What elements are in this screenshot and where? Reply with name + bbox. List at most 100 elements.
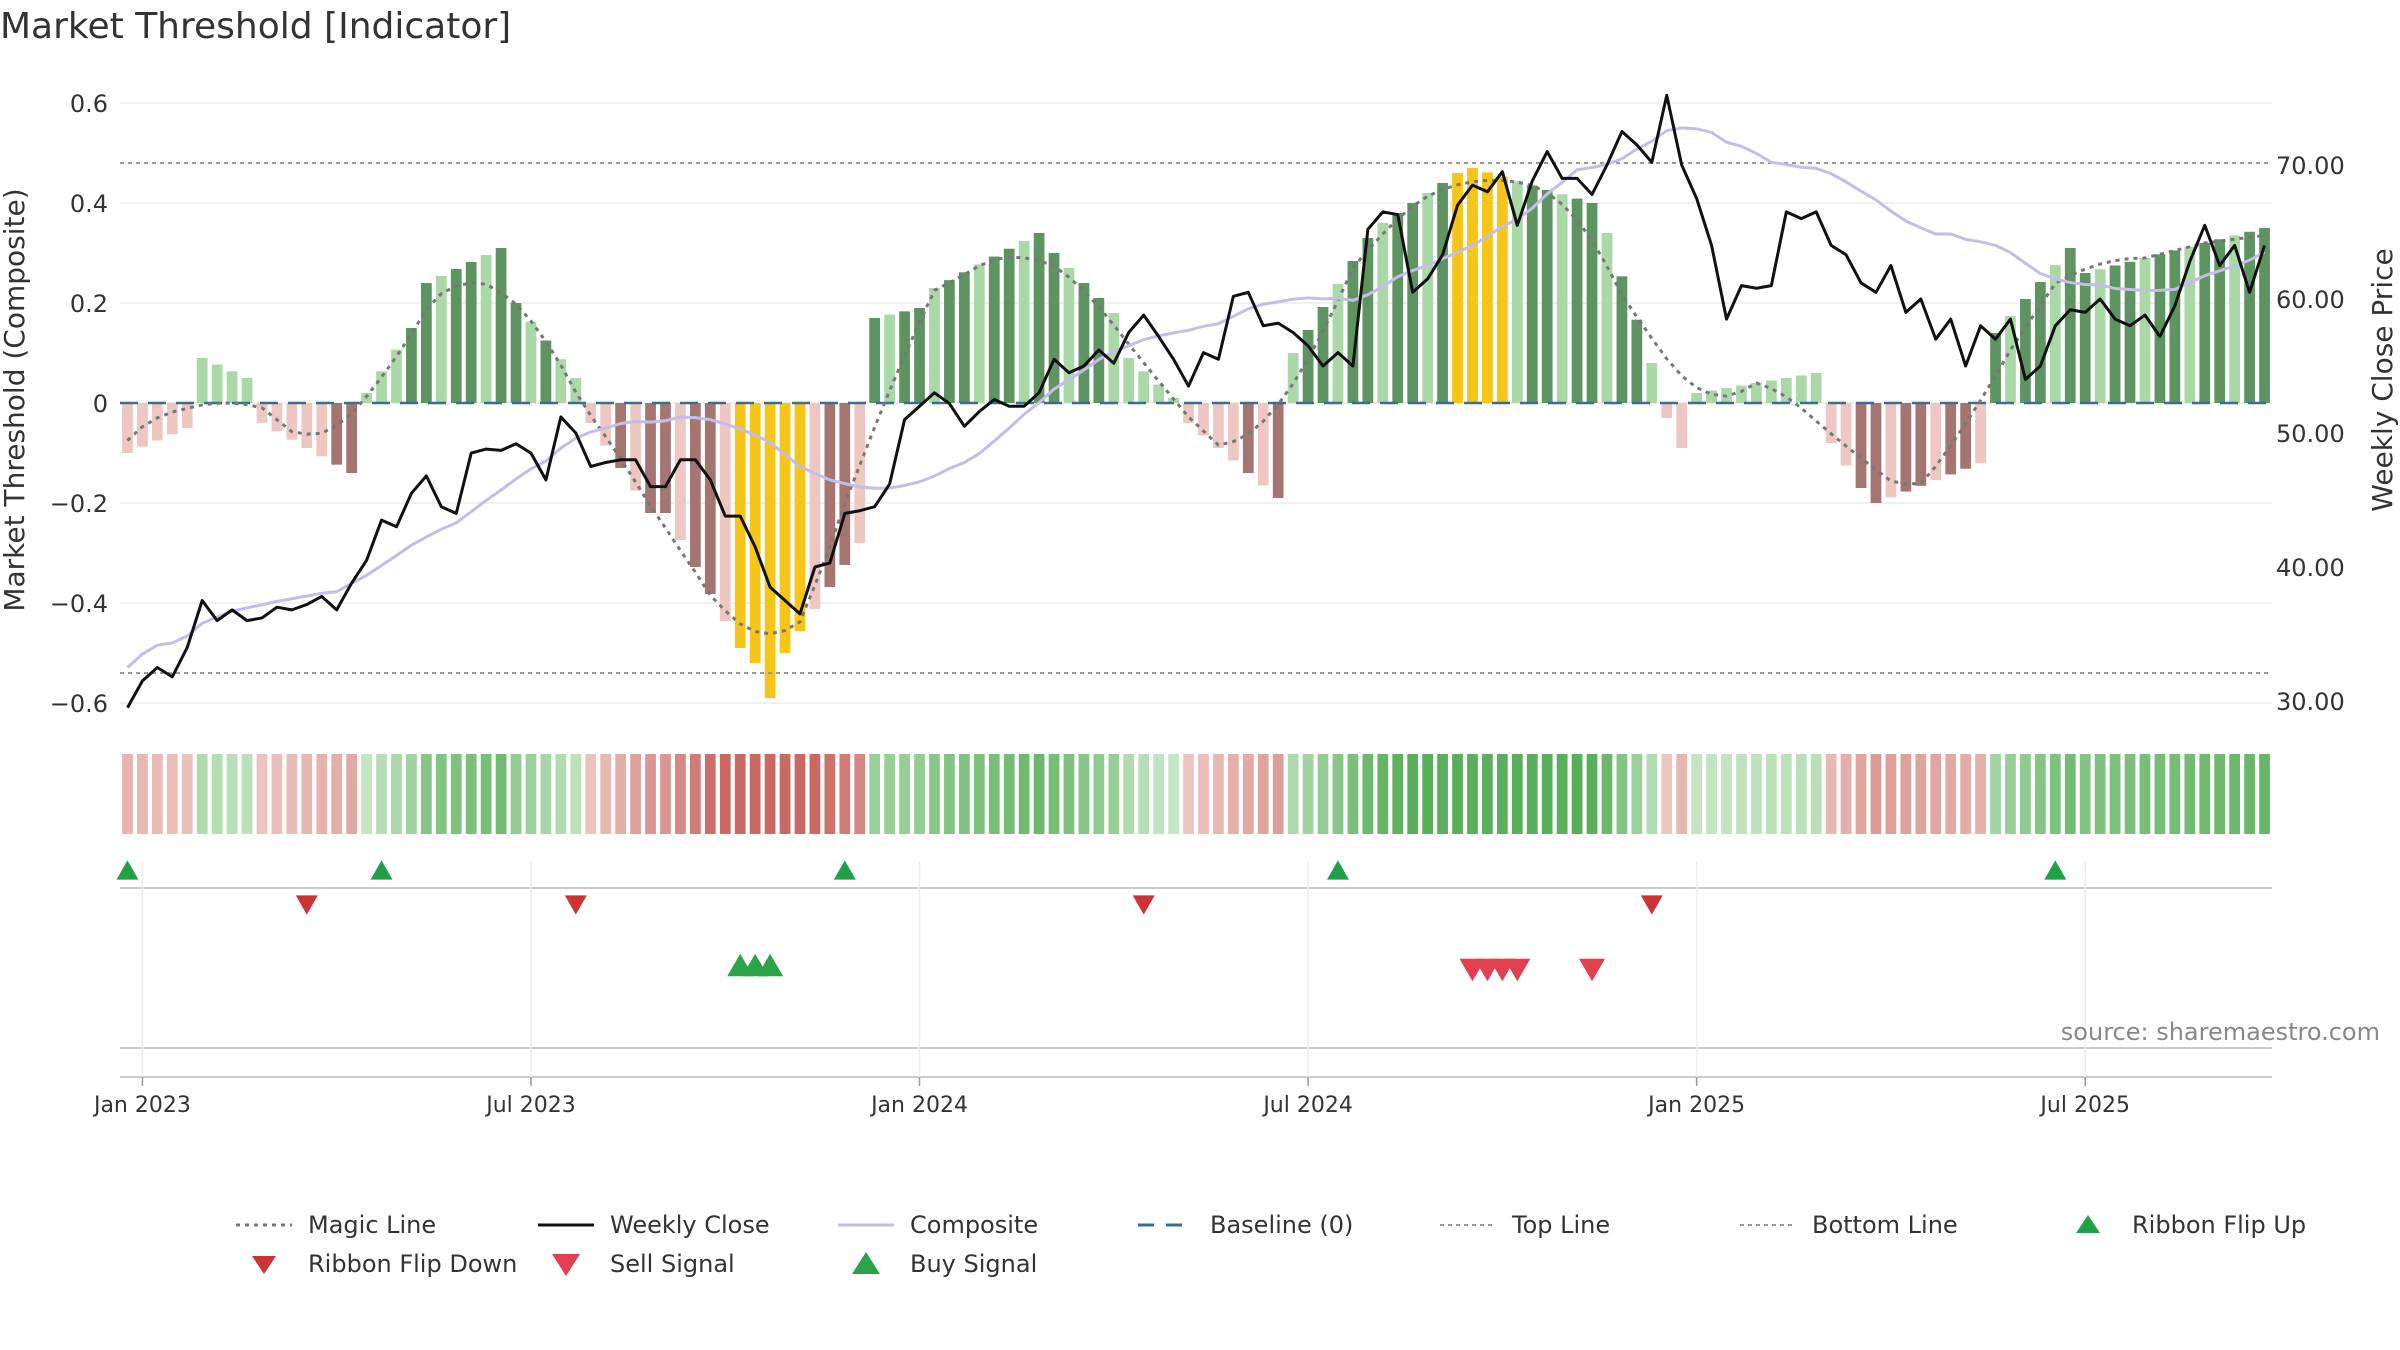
composite-bar [675,403,686,540]
ribbon-cell [122,754,133,834]
composite-bar [1960,403,1972,469]
ribbon-cell [1915,754,1927,834]
composite-bar [1048,253,1060,403]
composite-bar [1900,403,1912,492]
composite-bar [944,280,955,403]
composite-bar [929,288,940,403]
composite-bar [510,303,522,403]
composite-bar [391,349,402,403]
ribbon-cell [2034,754,2046,834]
composite-bar [2005,316,2016,403]
ribbon-cell [1018,754,1030,834]
ribbon-cell [540,754,552,834]
composite-bar [1392,213,1404,403]
composite-bar [1332,284,1344,403]
composite-bar [1646,363,1658,403]
ribbon-cell [1975,754,1986,834]
ribbon-cell [555,754,567,834]
composite-bar [151,403,163,441]
signal-markers [116,860,2272,1078]
legend-symbol [2076,1215,2100,1233]
ribbon-cell [2020,754,2031,834]
composite-bar [779,403,791,653]
ribbon-cell [1048,754,1060,834]
ribbon-cell [525,754,537,834]
ribbon-cell [1287,754,1299,834]
ribbon-cell [1377,754,1389,834]
series-lines [120,93,2272,709]
composite-bar [1676,403,1688,448]
composite-bar [1407,203,1419,403]
composite-bar [630,403,641,491]
composite-bar [495,248,507,403]
ribbon-cell [1840,754,1852,834]
composite-bar [271,403,283,432]
ribbon-cell [435,754,447,834]
ribbon-cell [2079,754,2091,834]
ribbon-cell [1482,754,1493,834]
ribbon-cell [495,754,507,834]
composite-bar [1078,283,1090,403]
composite-bar [241,378,253,403]
ribbon-cell [1168,754,1179,834]
composite-bar [914,308,925,403]
composite-bar [1108,313,1120,403]
ribbon-cell [2229,754,2241,834]
ribbon-cell [1691,754,1703,834]
composite-bar [2109,265,2121,403]
composite-bar [1317,307,1329,403]
ribbon-cell [151,754,163,834]
ribbon-cell [973,754,985,834]
composite-bar [346,403,358,473]
ribbon-cell [1825,754,1837,834]
ribbon-cell [1033,754,1045,834]
composite-bar [884,314,896,403]
ribbon-cell [1721,754,1732,834]
ribbon-cell [420,754,432,834]
ribbon-cell [1242,754,1254,834]
ribbon-flip-down-marker [1132,895,1155,915]
ribbon-cell [2199,754,2211,834]
ribbon-cell [854,754,866,834]
legend-symbol [552,1254,580,1276]
ribbon-cell [346,754,358,834]
legend-label: Composite [910,1211,1038,1239]
composite-bar [1198,403,1209,436]
composite-bar [2199,243,2211,403]
ribbon-cell [2005,754,2016,834]
ribbon-cell [1780,754,1792,834]
composite-bar [1496,176,1508,403]
ribbon-cell [719,754,731,834]
legend-symbol [852,1252,880,1274]
ribbon-cell [1467,754,1478,834]
y-tick-label: −0.2 [50,490,108,518]
y-tick-label: 0 [93,390,108,418]
composite-bar [1840,403,1852,466]
composite-bar [2079,273,2091,403]
ribbon-cell [914,754,925,834]
weekly-close-line [126,93,2266,709]
composite-bar [181,403,193,428]
ribbon-flip-down-marker [564,895,587,915]
composite-bar [1945,403,1957,475]
ribbon-cell [675,754,686,834]
ribbon-cell [1646,754,1658,834]
composite-bar [301,403,313,448]
composite-bar [450,269,462,403]
ribbon-flip-up-marker [833,860,856,880]
composite-bar [1452,173,1463,403]
ribbon-cell [406,754,417,834]
ribbon-cell [1526,754,1538,834]
composite-bar [1691,393,1703,403]
composite-bar [1467,168,1478,403]
ribbon-strip [122,754,2270,834]
ribbon-cell [1960,754,1972,834]
composite-bar [1855,403,1867,488]
ribbon-flip-up-marker [370,860,393,880]
ribbon-cell [1631,754,1643,834]
composite-bar [166,403,178,435]
ribbon-cell [286,754,298,834]
ribbon-cell [1183,754,1194,834]
ribbon-cell [1795,754,1807,834]
legend-item: Composite [838,1211,1038,1239]
